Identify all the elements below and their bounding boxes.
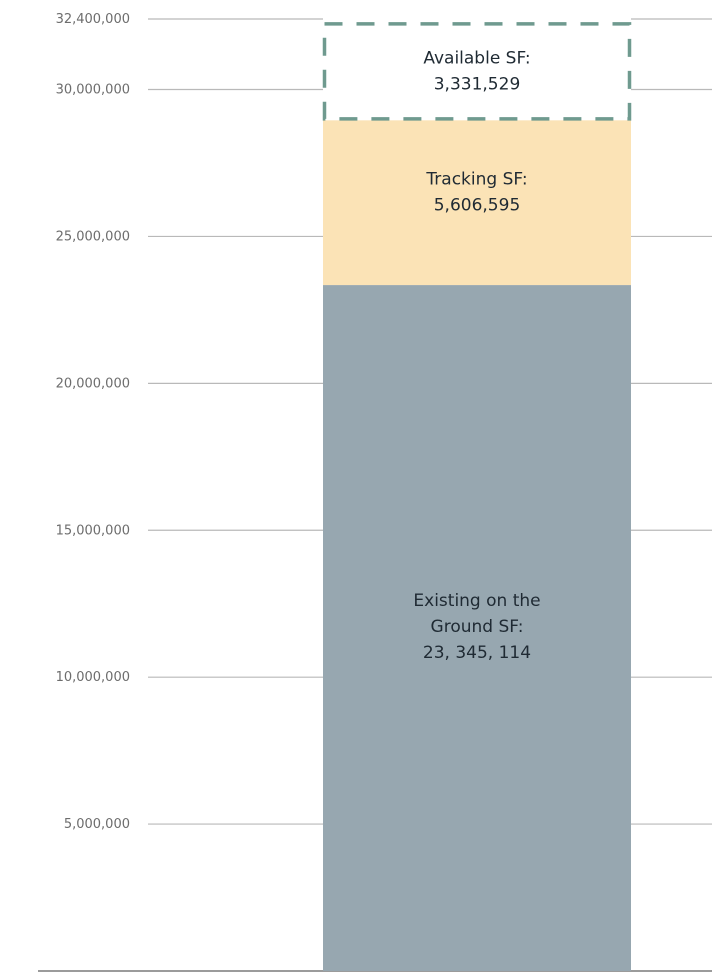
bar-segment-available [322, 22, 632, 121]
segment-labels: Existing on the Ground SF: 23, 345, 114 Tra… [413, 48, 540, 663]
y-tick-label: 30,000,000 [56, 83, 130, 98]
y-axis-tick-labels: 32,400,000 30,000,000 25,000,000 20,000,000… [56, 12, 130, 832]
y-tick-label: 20,000,000 [56, 376, 130, 391]
bar-segment-existing [323, 285, 631, 971]
bar-segment-tracking [323, 120, 631, 286]
segment-label-tracking: Tracking SF: 5,606,595 [425, 169, 527, 215]
bar-segments [322, 22, 632, 971]
y-tick-label: 32,400,000 [56, 12, 130, 27]
y-tick-label: 15,000,000 [56, 523, 130, 538]
y-tick-label: 5,000,000 [64, 817, 130, 832]
segment-label-available: Available SF: 3,331,529 [423, 48, 530, 94]
y-tick-label: 25,000,000 [56, 229, 130, 244]
segment-label-existing: Existing on the Ground SF: 23, 345, 114 [413, 591, 540, 663]
y-tick-label: 10,000,000 [56, 670, 130, 685]
